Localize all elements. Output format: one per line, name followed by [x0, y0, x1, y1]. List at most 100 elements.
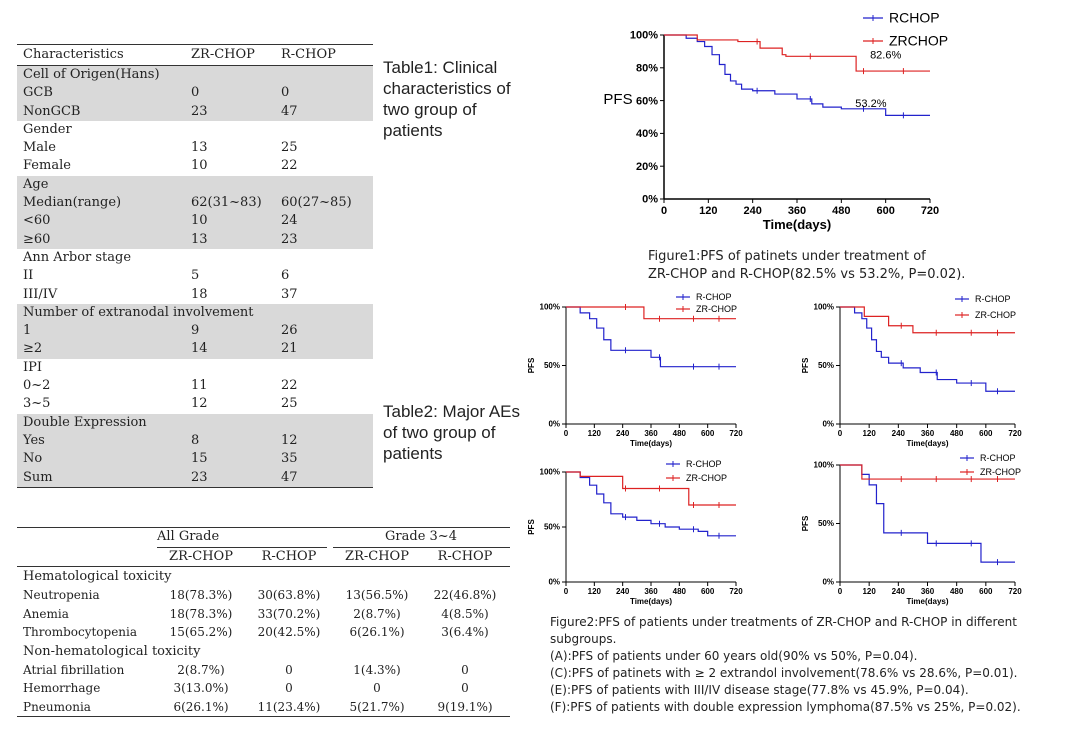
table2-cell-value: 4(8.5%) [441, 606, 489, 621]
series-line-rchop [664, 34, 930, 116]
table1-cell-rchop: 26 [281, 323, 298, 339]
annotation-rchop: 53.2% [855, 98, 886, 110]
series-line-r-chop [840, 306, 1015, 392]
table1: Characteristics ZR-CHOP R-CHOP Cell of O… [17, 44, 373, 488]
figure2-panel-a: 0% 50% 100% 0 120 240 360 480 600 720 Time(days) PF… [527, 292, 743, 448]
table1-header-characteristics: Characteristics [23, 47, 124, 62]
table1-cell-label: II [23, 268, 34, 284]
x-tick-label: 600 [701, 429, 715, 438]
y-tick-label: 0% [548, 578, 560, 587]
x-tick-label: 600 [701, 587, 715, 596]
table2-cell-label: Anemia [23, 606, 69, 621]
table1-cell-rchop: 47 [281, 469, 298, 485]
table2-cell-value: 3(13.0%) [173, 681, 229, 695]
series-line-zr-chop [840, 306, 1015, 334]
table2-sub-header: ZR-CHOP R-CHOP ZR-CHOP R-CHOP [17, 548, 510, 567]
x-tick-label: 480 [950, 587, 964, 596]
table1-row: Female 10 22 [17, 157, 373, 175]
table2-cell-value: 5(21.7%) [349, 699, 405, 714]
x-tick-label: 480 [673, 587, 687, 596]
table1-cell-label: 1 [23, 323, 32, 339]
table1-header-rchop: R-CHOP [281, 47, 336, 62]
table2-cell-value: 1(4.3%) [353, 662, 401, 677]
table1-row: Number of extranodal involvement [17, 303, 373, 323]
table1-row: GCB 0 0 [17, 84, 373, 103]
table1-cell-rchop: 25 [281, 396, 298, 412]
y-tick-label: 50% [818, 361, 834, 370]
table1-row: Cell of Origen(Hans) [17, 66, 373, 85]
x-tick-label: 0 [564, 429, 569, 438]
series-line-zrchop [664, 34, 930, 72]
table1-cell-rchop: 24 [281, 213, 298, 229]
legend-label: R-CHOP [975, 294, 1011, 304]
series-line-zr-chop [566, 306, 736, 320]
x-tick-label: 120 [588, 587, 602, 596]
x-tick-label: 240 [616, 429, 630, 438]
table1-cell-zrchop: 11 [191, 378, 208, 394]
x-tick-label: 120 [862, 429, 876, 438]
table2-header-rule [17, 566, 510, 567]
x-tick-label: 720 [1008, 429, 1022, 438]
table1-row: Age [17, 175, 373, 195]
table1-row: II 5 6 [17, 267, 373, 285]
table2-cell-value: 15(65.2%) [169, 625, 233, 639]
table1-cell-label: 3~5 [23, 396, 51, 412]
table1-cell-label: Age [23, 176, 49, 192]
table2-caption: Table2: Major AEs of two group of patien… [383, 402, 521, 463]
table1-row: 1 9 26 [17, 322, 373, 341]
x-tick-label: 720 [729, 429, 743, 438]
figure1-caption: Figure1:PFS of patinets under treatment … [648, 248, 965, 284]
y-axis-label: PFS [527, 519, 536, 535]
y-tick-label: 80% [636, 62, 658, 74]
table1-cell-zrchop: 14 [191, 341, 208, 357]
series-line-zr-chop [566, 471, 736, 506]
x-tick-label: 720 [921, 205, 939, 217]
table1-header: Characteristics ZR-CHOP R-CHOP [17, 45, 373, 65]
x-axis-label: Time(days) [630, 597, 672, 606]
table1-header-rule [17, 65, 373, 66]
table1-cell-zrchop: 15 [191, 451, 208, 467]
x-tick-label: 0 [661, 205, 667, 217]
table1-cell-rchop: 35 [281, 451, 298, 467]
figure2-panel-e: 0% 50% 100% 0 120 240 360 480 600 720 Time(days) PF… [527, 459, 743, 606]
table1-cell-label: III/IV [23, 286, 58, 302]
table2-cell-value: 20(42.5%) [257, 625, 321, 639]
table1-top-rule [17, 44, 373, 45]
table2-cell-value: 6(26.1%) [173, 699, 229, 714]
table1-cell-label: NonGCB [23, 103, 81, 119]
table1-row: No 15 35 [17, 450, 373, 469]
y-axis-label: PFS [603, 91, 632, 108]
x-tick-label: 720 [1008, 587, 1022, 596]
table1-cell-rchop: 22 [281, 378, 298, 394]
table1-cell-zrchop: 12 [191, 396, 208, 412]
table1-cell-label: Gender [23, 121, 72, 137]
figure1-caption-line2: ZR-CHOP and R-CHOP(82.5% vs 53.2%, P=0.0… [648, 267, 966, 282]
y-axis-label: PFS [801, 357, 810, 373]
table2-cell-value: 13(56.5%) [345, 588, 409, 602]
table1-row: ≥60 13 23 [17, 230, 373, 249]
y-tick-label: 50% [544, 523, 560, 532]
table1-cell-label: Sum [23, 469, 53, 485]
x-tick-label: 480 [950, 429, 964, 438]
legend-label: R-CHOP [696, 292, 732, 302]
table2-cell-value: 6(26.1%) [349, 625, 405, 639]
y-tick-label: 50% [544, 361, 560, 370]
x-tick-label: 360 [921, 429, 935, 438]
table1-cell-zrchop: 13 [191, 140, 208, 156]
series-line-r-chop [566, 471, 736, 537]
x-tick-label: 120 [699, 205, 717, 217]
table2-sub-r-34: R-CHOP [437, 548, 493, 564]
table1-cell-rchop: 37 [281, 286, 298, 302]
table2-section-title: Non-hematological toxicity [23, 643, 201, 659]
table1-cell-label: Yes [23, 432, 45, 448]
x-tick-label: 480 [832, 205, 850, 217]
table1-cell-label: Ann Arbor stage [23, 249, 132, 265]
table2-cell-label: Hemorrhage [23, 681, 101, 695]
table2-cell-label: Pneumonia [23, 699, 91, 714]
table2-cell-value: 18(78.3%) [169, 588, 233, 602]
table1-cell-zrchop: 23 [191, 469, 208, 485]
table1-cell-label: <60 [23, 213, 51, 229]
table2-row: Hemorrhage 3(13.0%) 0 0 0 [17, 679, 510, 698]
x-tick-label: 240 [892, 429, 906, 438]
table2-sub-zr-34: ZR-CHOP [345, 548, 409, 564]
